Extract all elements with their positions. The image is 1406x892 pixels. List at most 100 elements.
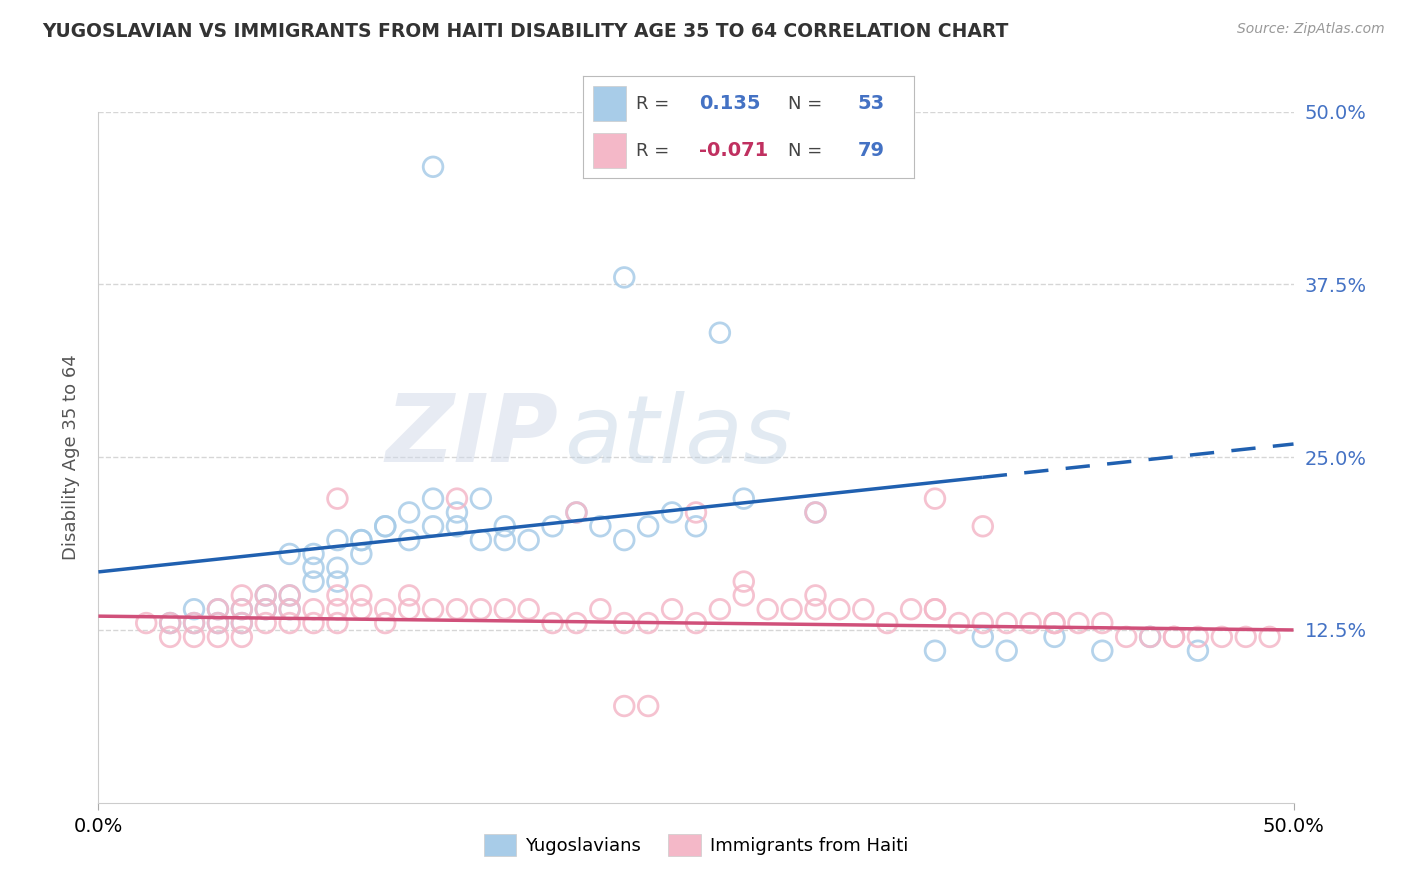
Point: [183, 602, 205, 616]
Point: [231, 589, 253, 603]
Point: [326, 533, 349, 547]
Point: [207, 630, 229, 644]
Point: [1067, 615, 1090, 630]
Point: [637, 699, 659, 714]
Point: [494, 533, 516, 547]
Point: [254, 589, 277, 603]
Point: [756, 602, 779, 616]
Point: [972, 630, 994, 644]
Point: [231, 615, 253, 630]
Point: [924, 491, 946, 506]
Point: [709, 602, 731, 616]
Point: [1043, 615, 1066, 630]
Point: [661, 602, 683, 616]
Point: [1139, 630, 1161, 644]
Point: [350, 602, 373, 616]
Point: [326, 561, 349, 575]
Point: [876, 615, 898, 630]
Text: 53: 53: [858, 94, 884, 113]
Point: [1163, 630, 1185, 644]
Point: [278, 602, 301, 616]
Text: R =: R =: [637, 95, 669, 112]
Point: [470, 533, 492, 547]
FancyBboxPatch shape: [593, 87, 627, 121]
Point: [685, 615, 707, 630]
Point: [470, 491, 492, 506]
Point: [804, 505, 827, 519]
Point: [350, 547, 373, 561]
Point: [207, 615, 229, 630]
Point: [924, 644, 946, 658]
Point: [278, 602, 301, 616]
Point: [159, 630, 181, 644]
Point: [350, 589, 373, 603]
Point: [326, 589, 349, 603]
Point: [1187, 630, 1209, 644]
Text: Source: ZipAtlas.com: Source: ZipAtlas.com: [1237, 22, 1385, 37]
Point: [637, 615, 659, 630]
Point: [709, 326, 731, 340]
Text: N =: N =: [789, 95, 823, 112]
Point: [972, 519, 994, 533]
Point: [183, 615, 205, 630]
Point: [541, 615, 564, 630]
Point: [350, 533, 373, 547]
Point: [374, 602, 396, 616]
Point: [446, 602, 468, 616]
Point: [446, 491, 468, 506]
Point: [183, 630, 205, 644]
Point: [541, 519, 564, 533]
Point: [159, 615, 181, 630]
Point: [1139, 630, 1161, 644]
Point: [231, 602, 253, 616]
Point: [1115, 630, 1137, 644]
Text: atlas: atlas: [565, 391, 793, 482]
Point: [661, 505, 683, 519]
Point: [254, 589, 277, 603]
Text: 79: 79: [858, 141, 884, 161]
Text: N =: N =: [789, 142, 823, 160]
Point: [924, 602, 946, 616]
Point: [494, 519, 516, 533]
Point: [565, 505, 588, 519]
FancyBboxPatch shape: [593, 133, 627, 168]
Point: [374, 615, 396, 630]
Point: [1187, 644, 1209, 658]
Point: [494, 602, 516, 616]
Point: [302, 615, 325, 630]
Point: [254, 602, 277, 616]
Point: [995, 644, 1018, 658]
Point: [231, 630, 253, 644]
Point: [374, 519, 396, 533]
Point: [804, 505, 827, 519]
Point: [446, 519, 468, 533]
Point: [828, 602, 851, 616]
Text: 0.135: 0.135: [699, 94, 761, 113]
Point: [278, 615, 301, 630]
Point: [207, 602, 229, 616]
Point: [302, 602, 325, 616]
Text: YUGOSLAVIAN VS IMMIGRANTS FROM HAITI DISABILITY AGE 35 TO 64 CORRELATION CHART: YUGOSLAVIAN VS IMMIGRANTS FROM HAITI DIS…: [42, 22, 1008, 41]
Point: [613, 533, 636, 547]
Point: [207, 602, 229, 616]
Point: [1234, 630, 1257, 644]
Point: [1019, 615, 1042, 630]
Point: [517, 533, 540, 547]
Point: [302, 574, 325, 589]
Point: [900, 602, 922, 616]
Point: [398, 533, 420, 547]
Point: [517, 602, 540, 616]
Point: [183, 615, 205, 630]
Point: [302, 561, 325, 575]
Point: [972, 615, 994, 630]
Point: [565, 615, 588, 630]
Point: [565, 505, 588, 519]
Point: [278, 547, 301, 561]
Point: [1163, 630, 1185, 644]
Point: [446, 505, 468, 519]
Point: [398, 505, 420, 519]
Point: [374, 519, 396, 533]
Point: [350, 533, 373, 547]
Point: [995, 615, 1018, 630]
Point: [254, 615, 277, 630]
